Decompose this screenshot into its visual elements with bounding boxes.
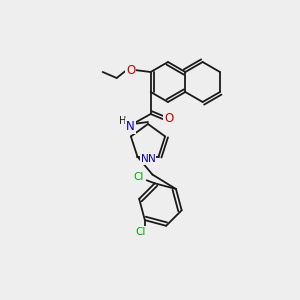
Text: N: N xyxy=(126,119,135,133)
Text: N: N xyxy=(140,154,148,164)
Text: H: H xyxy=(119,116,126,126)
Text: Cl: Cl xyxy=(134,172,144,182)
Text: N: N xyxy=(148,154,155,164)
Text: Cl: Cl xyxy=(136,227,146,237)
Text: O: O xyxy=(126,64,135,76)
Text: O: O xyxy=(164,112,173,125)
